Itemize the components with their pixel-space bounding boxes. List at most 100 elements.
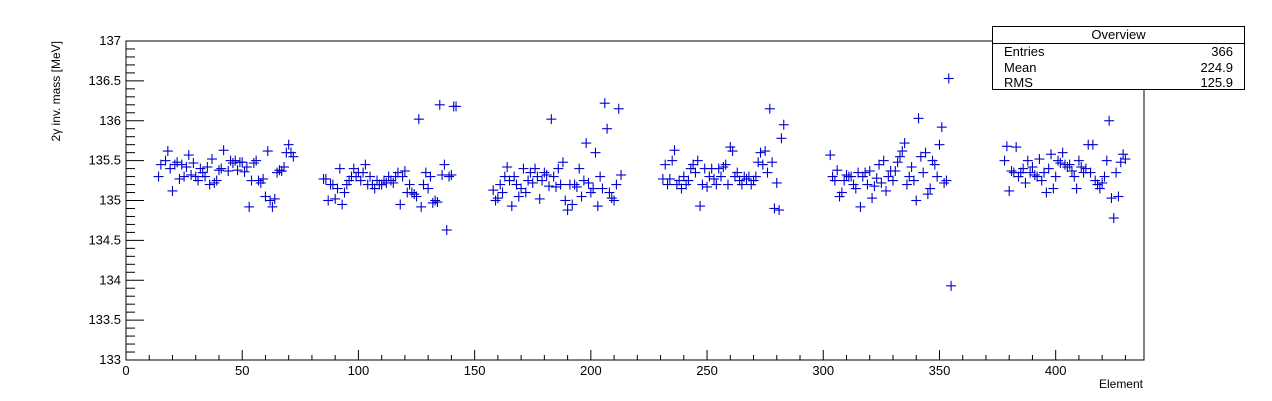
data-point [534,193,545,204]
data-point [283,139,294,150]
data-point [155,159,166,170]
data-point [1094,183,1105,194]
data-point [1018,163,1029,174]
data-point [499,171,510,182]
stats-label: Mean [1004,59,1037,75]
data-point [1015,167,1026,178]
data-point [1057,147,1068,158]
data-point [1048,183,1059,194]
data-point [729,171,740,182]
data-point [327,179,338,190]
data-point [492,193,503,204]
data-point [920,147,931,158]
y-tick-label: 135.5 [88,153,121,168]
data-point [725,142,736,153]
data-point [1036,175,1047,186]
x-axis: 0 50 100 150 200 250 300 350 400 [122,350,1126,378]
data-point [504,175,515,186]
data-point [595,171,606,182]
data-point [1055,158,1066,169]
data-point [341,179,352,190]
y-tick-label: 134.5 [88,232,121,247]
data-point [348,163,359,174]
y-axis: 133 133.5 134 134.5 135 135.5 136 136.5 137 [88,33,144,367]
data-point [255,177,266,188]
data-point [502,162,513,173]
data-point [1025,167,1036,178]
y-tick-label: 136 [99,113,121,128]
data-point [1032,171,1043,182]
data-point [258,173,269,184]
data-point [1111,167,1122,178]
data-point [606,193,617,204]
data-point [560,195,571,206]
stats-row-mean: Mean 224.9 [993,60,1244,76]
data-point [1034,154,1045,165]
x-tick-label: 0 [122,363,129,378]
data-point [569,179,580,190]
data-point [611,179,622,190]
data-point [827,171,838,182]
stats-label: RMS [1004,75,1033,90]
data-point [764,103,775,114]
x-tick-label: 250 [696,363,718,378]
data-point [1071,183,1082,194]
data-point [388,177,399,188]
data-point [323,195,334,206]
stats-row-entries: Entries 366 [993,44,1244,60]
data-point [929,159,940,170]
data-point [578,175,589,186]
data-point [869,181,880,192]
data-point [162,146,173,157]
y-tick-label: 135 [99,193,121,208]
data-point [548,171,559,182]
data-point [862,179,873,190]
data-point [444,171,455,182]
data-point [174,173,185,184]
data-point [1027,162,1038,173]
data-point [437,169,448,180]
data-point [718,162,729,173]
data-point [897,146,908,157]
data-point [613,103,624,114]
data-point [1076,162,1087,173]
data-point [871,173,882,184]
data-point [186,169,197,180]
data-point [276,165,287,176]
data-point [537,175,548,186]
data-point [413,114,424,125]
data-point [202,162,213,173]
data-point [337,199,348,210]
data-point [832,165,843,176]
data-point [253,175,264,186]
data-point [713,163,724,174]
data-point [539,167,550,178]
data-point [230,155,241,166]
data-point [690,167,701,178]
data-point [892,157,903,168]
data-point [776,133,787,144]
data-point [1046,149,1057,160]
data-point [188,158,199,169]
data-point [1097,177,1108,188]
data-point [762,167,773,178]
data-point [506,201,517,212]
data-point [753,157,764,168]
data-point [925,183,936,194]
y-tick-label: 136.5 [88,73,121,88]
data-point [1004,185,1015,196]
x-tick-label: 300 [812,363,834,378]
data-point [874,159,885,170]
stats-label: Entries [1004,44,1045,59]
data-point [1041,187,1052,198]
data-point [1090,175,1101,186]
data-point [179,171,190,182]
data-point [344,175,355,186]
data-point [750,171,761,182]
data-point [1011,142,1022,153]
data-point [451,101,462,112]
data-point [922,189,933,200]
data-point [597,183,608,194]
data-point [667,155,678,166]
data-point [685,163,696,174]
